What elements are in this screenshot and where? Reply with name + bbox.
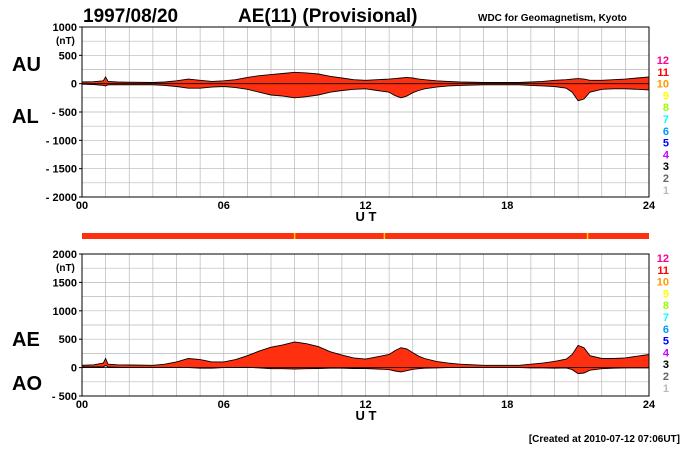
y-tick-label: 0 [71,79,77,91]
x-tick-label: 18 [501,200,513,212]
quality-scale-label: 6 [663,126,669,138]
y-tick-label: 1000 [53,306,77,318]
y-tick-label: 1500 [53,277,77,289]
grid [81,26,650,198]
quality-scale-label: 7 [663,312,669,324]
al-label: AL [12,106,39,128]
index-area-fill [82,72,649,101]
quality-scale-label: 7 [663,114,669,126]
x-axis-label-bottom: U T [356,408,377,423]
x-tick-label: 00 [76,399,88,411]
unit-label-bottom: (nT) [56,263,75,274]
x-tick-label: 06 [218,200,230,212]
quality-scale-label: 1 [663,185,669,197]
quality-scale-label: 11 [657,67,669,79]
y-tick-label: - 1500 [46,164,77,176]
ao-label: AO [12,373,42,395]
data-quality-strip [82,233,649,239]
x-tick-label: 06 [218,399,230,411]
quality-scale-label: 8 [663,102,669,114]
quality-mark [586,233,589,239]
series-upper-ae [81,341,650,366]
quality-scale-label: 12 [657,253,669,265]
au-label: AU [12,54,41,76]
quality-scale-label: 8 [663,300,669,312]
quality-scale-label: 11 [657,265,669,277]
y-tick-label: - 500 [52,391,77,403]
x-tick-label: 12 [359,399,371,411]
y-tick-label: - 1000 [46,135,77,147]
quality-scale-label: 9 [663,90,669,102]
quality-scale-label: 5 [663,336,669,348]
y-tick-label: - 2000 [46,192,77,204]
grid [81,253,650,397]
y-tick-label: 500 [59,334,77,346]
ae-label: AE [12,329,40,351]
y-tick-label: - 500 [52,107,77,119]
quality-scale-label: 12 [657,55,669,67]
chart-title: AE(11) (Provisional) [238,6,418,27]
x-axis-label-top: U T [356,209,377,224]
quality-scale-label: 2 [663,173,669,185]
x-tick-label: 00 [76,200,88,212]
y-tick-label: 0 [71,363,77,375]
quality-scale-label: 3 [663,359,669,371]
quality-mark [383,233,386,239]
y-tick-label: 1000 [53,22,77,34]
y-tick-label: 2000 [53,249,77,261]
plot-frame [81,253,650,397]
quality-scale-label: 10 [657,79,669,91]
quality-strip-bar [82,233,649,239]
quality-scale-label: 4 [663,347,670,359]
y-tick-label: 500 [59,50,77,62]
x-tick-label: 12 [359,200,371,212]
quality-scale-label: 4 [663,149,670,161]
quality-scale-label: 3 [663,161,669,173]
series-upper-au [81,71,650,83]
source-label: WDC for Geomagnetism, Kyoto [478,13,627,24]
quality-scale-label: 1 [663,383,669,395]
created-timestamp: [Created at 2010-07-12 07:06UT] [529,434,680,445]
x-tick-label: 24 [643,399,656,411]
quality-scale-label: 10 [657,277,669,289]
quality-mark [293,233,296,239]
quality-scale-label: 5 [663,138,669,150]
x-tick-label: 18 [501,399,513,411]
au-al-panel: AU AL (nT) U T 1000 500 0 - 500 - 1000 - 1500… [12,22,656,224]
series-lower-al [81,83,650,102]
quality-scale-label: 9 [663,288,669,300]
unit-label-top: (nT) [56,36,75,47]
quality-scale-label: 6 [663,324,669,336]
date-label: 1997/08/20 [83,6,178,27]
quality-scale-label: 2 [663,371,669,383]
x-tick-label: 24 [643,200,656,212]
